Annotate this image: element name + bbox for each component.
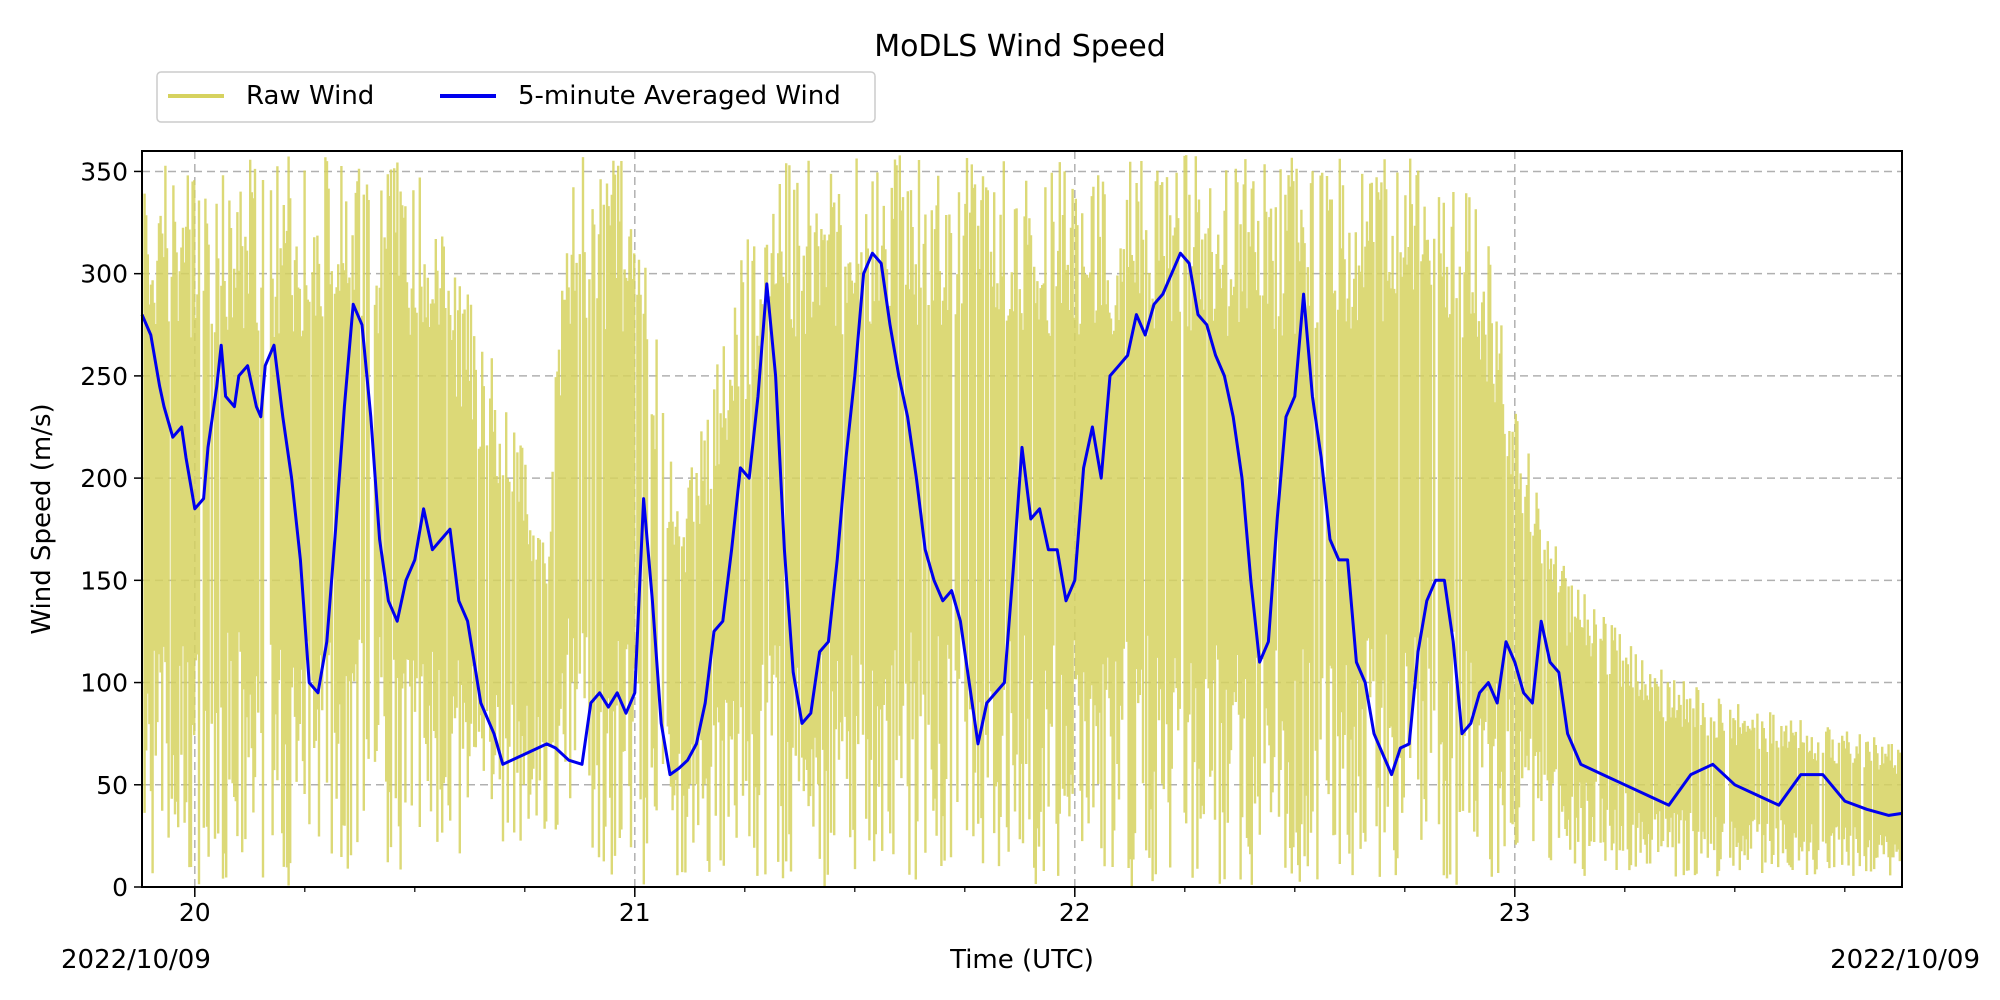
axis-ticks: 0 50 100 150 200 250 300 350 20 21 22 23	[80, 157, 1846, 927]
averaged-wind-series	[140, 251, 1903, 817]
y-tick-label: 100	[80, 669, 128, 698]
y-tick-label: 50	[96, 771, 128, 800]
date-label-right: 2022/10/09	[1830, 945, 1980, 975]
y-tick-label: 0	[112, 873, 128, 902]
legend: Raw Wind 5-minute Averaged Wind	[156, 71, 876, 123]
plot-frame	[141, 150, 1903, 888]
y-axis-label: Wind Speed (m/s)	[27, 403, 57, 634]
legend-label-averaged-wind: 5-minute Averaged Wind	[518, 81, 841, 111]
y-tick-label: 300	[80, 260, 128, 289]
legend-frame	[156, 71, 876, 123]
raw-wind-series	[143, 155, 1903, 887]
y-tick-label: 250	[80, 362, 128, 391]
y-tick-label: 350	[80, 157, 128, 186]
y-tick-label: 150	[80, 566, 128, 595]
legend-label-raw-wind: Raw Wind	[246, 81, 374, 111]
x-tick-label: 22	[1059, 898, 1091, 927]
date-label-left: 2022/10/09	[61, 945, 211, 975]
averaged-wind-line	[140, 251, 1903, 817]
y-tick-label: 200	[80, 464, 128, 493]
chart-title: MoDLS Wind Speed	[874, 29, 1166, 64]
x-tick-label: 23	[1499, 898, 1531, 927]
x-tick-label: 20	[179, 898, 211, 927]
x-tick-label: 21	[619, 898, 651, 927]
x-axis-label: Time (UTC)	[949, 945, 1094, 975]
raw-wind-band	[143, 155, 1903, 887]
